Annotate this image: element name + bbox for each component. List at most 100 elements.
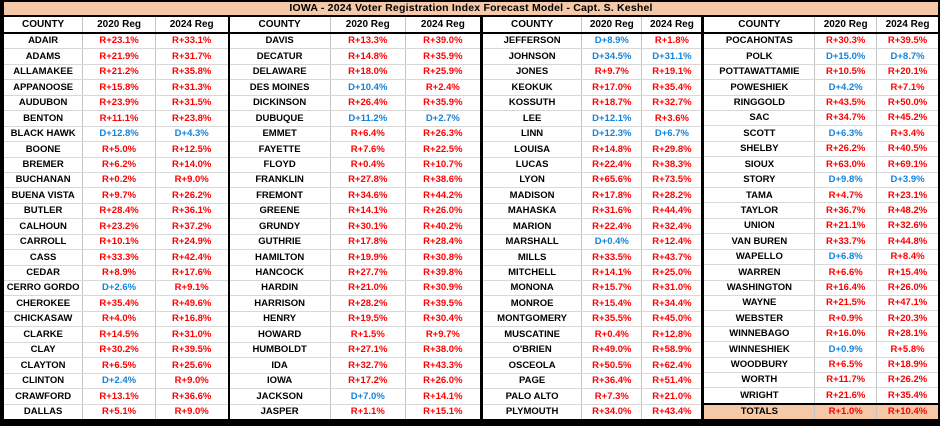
reg-2024-cell: R+31.0%	[154, 327, 228, 342]
reg-2020-cell: R+65.6%	[581, 172, 641, 188]
reg-2020-cell: R+35.5%	[581, 311, 641, 327]
county-name-cell: MARION	[512, 221, 552, 232]
county-row: CERRO GORDO D+2.6% R+9.1%	[4, 280, 228, 296]
reg-2020-cell: R+14.1%	[329, 203, 405, 219]
reg-2020-cell: R+0.4%	[329, 157, 405, 172]
reg-2024-cell: D+3.9%	[876, 172, 938, 188]
reg-2020-cell: R+27.8%	[329, 172, 405, 188]
county-row: BENTON R+11.1% R+23.8%	[4, 110, 228, 126]
reg-2024-cell: R+44.2%	[404, 188, 480, 203]
county-name-cell: UNION	[744, 221, 775, 231]
county-name-cell: JEFFERSON	[503, 36, 561, 46]
reg-2024-cell: R+26.2%	[154, 188, 228, 203]
county-row: POTTAWATTAMIE R+10.5% R+20.1%	[704, 63, 938, 80]
reg-2024-cell: R+30.8%	[404, 250, 480, 265]
reg-2020-cell: D+34.5%	[581, 49, 641, 64]
reg-2024-cell: R+31.0%	[641, 281, 701, 296]
column-header-county: COUNTY	[510, 19, 554, 30]
reg-2020-cell: R+23.1%	[82, 34, 155, 49]
reg-2020-cell: D+7.0%	[329, 389, 405, 404]
county-name-cell: MONTGOMERY	[497, 314, 568, 324]
county-name-cell: WORTH	[741, 375, 778, 385]
reg-2024-cell: D+4.3%	[154, 126, 228, 142]
county-name-cell: WRIGHT	[740, 390, 779, 401]
reg-2024-cell: R+43.4%	[641, 404, 701, 419]
reg-2024-cell: R+14.0%	[154, 157, 228, 172]
reg-2020-cell: R+10.5%	[814, 64, 876, 80]
county-name-cell: BLACK HAWK	[10, 129, 76, 139]
county-name-cell: MONROE	[510, 298, 554, 309]
county-name-cell: HENRY	[263, 314, 297, 324]
reg-2020-cell: R+17.0%	[581, 80, 641, 95]
county-row: GRUNDY R+30.1% R+40.2%	[229, 218, 480, 234]
county-name-cell: BUCHANAN	[15, 175, 71, 185]
reg-2024-cell: R+35.9%	[404, 95, 480, 111]
reg-2020-cell: R+32.7%	[329, 358, 405, 373]
reg-2024-cell: R+69.1%	[876, 157, 938, 172]
county-row: ALLAMAKEE R+21.2% R+35.8%	[4, 63, 228, 80]
county-name-cell: BUENA VISTA	[11, 190, 75, 201]
county-name-cell: CLINTON	[22, 376, 65, 386]
county-name-cell: FREMONT	[256, 190, 304, 201]
column-header-2020-reg: 2020 Reg	[329, 17, 405, 32]
reg-2024-cell: R+31.7%	[154, 49, 228, 64]
county-row: CLAY R+30.2% R+39.5%	[4, 341, 228, 358]
county-row: GREENE R+14.1% R+26.0%	[229, 202, 480, 219]
reg-2020-cell: R+14.8%	[329, 49, 405, 64]
reg-2024-cell: R+9.1%	[154, 281, 228, 296]
county-name-cell: WAPELLO	[735, 252, 783, 262]
reg-2020-cell: R+36.4%	[581, 373, 641, 389]
county-name-cell: BENTON	[23, 113, 64, 124]
reg-2020-cell: R+14.5%	[82, 327, 155, 342]
county-name-cell: RINGGOLD	[733, 98, 785, 108]
reg-2020-cell: R+4.7%	[814, 188, 876, 203]
county-row: BOONE R+5.0% R+12.5%	[4, 141, 228, 157]
reg-2020-cell: D+9.8%	[814, 172, 876, 188]
county-row: MAHASKA R+31.6% R+44.4%	[482, 202, 702, 219]
county-name-cell: HUMBOLDT	[252, 345, 307, 355]
reg-2024-cell: R+29.8%	[641, 142, 701, 157]
county-name-cell: JACKSON	[256, 391, 303, 402]
county-row: LOUISA R+14.8% R+29.8%	[482, 141, 702, 157]
county-row: AUDUBON R+23.9% R+31.5%	[4, 94, 228, 111]
reg-2020-cell: R+33.7%	[814, 234, 876, 249]
reg-2020-cell: R+14.1%	[581, 265, 641, 280]
county-row: MONTGOMERY R+35.5% R+45.0%	[482, 310, 702, 327]
reg-2020-cell: R+1.5%	[329, 327, 405, 342]
county-name-cell: ADAMS	[25, 51, 61, 62]
reg-2020-cell: R+10.1%	[82, 234, 155, 250]
reg-2020-cell: R+9.7%	[581, 64, 641, 80]
reg-2020-cell: R+9.7%	[82, 188, 155, 203]
reg-2020-cell: R+33.3%	[82, 250, 155, 265]
county-name-cell: SHELBY	[740, 144, 779, 154]
reg-2020-cell: R+34.0%	[581, 404, 641, 419]
county-name-cell: O'BRIEN	[512, 345, 552, 355]
reg-2020-cell: R+17.8%	[329, 234, 405, 250]
reg-2020-cell: D+2.4%	[82, 373, 155, 389]
reg-2024-cell: R+39.0%	[404, 34, 480, 49]
reg-2024-cell: R+20.3%	[876, 311, 938, 326]
county-row: JASPER R+1.1% R+15.1%	[229, 403, 480, 419]
reg-2020-cell: D+6.3%	[814, 126, 876, 141]
county-name-cell: DICKINSON	[252, 98, 307, 108]
county-row: O'BRIEN R+49.0% R+58.9%	[482, 341, 702, 358]
reg-2024-cell: R+42.4%	[154, 250, 228, 265]
county-name-cell: IDA	[271, 360, 288, 371]
reg-2024-cell: R+26.0%	[404, 373, 480, 389]
reg-2020-cell: D+11.2%	[329, 111, 405, 126]
county-row: JEFFERSON D+8.9% R+1.8%	[483, 34, 702, 49]
county-row: UNION R+21.1% R+32.6%	[704, 217, 938, 234]
county-name-cell: JONES	[515, 67, 549, 77]
county-name-cell: ALLAMAKEE	[13, 67, 73, 77]
county-name-cell: CEDAR	[26, 268, 60, 278]
county-name-cell: SIOUX	[744, 159, 775, 170]
column-header-2020-reg: 2020 Reg	[82, 17, 155, 32]
reg-2020-cell: D+4.2%	[814, 80, 876, 95]
county-name-cell: CASS	[29, 252, 57, 263]
reg-2020-cell: R+7.3%	[581, 389, 641, 404]
reg-2020-cell: D+12.3%	[581, 126, 641, 142]
reg-2024-cell: R+22.5%	[404, 142, 480, 157]
county-name-cell: STORY	[743, 175, 776, 185]
county-row: LINN D+12.3% D+6.7%	[482, 125, 702, 142]
county-row: LUCAS R+22.4% R+38.3%	[482, 156, 702, 172]
